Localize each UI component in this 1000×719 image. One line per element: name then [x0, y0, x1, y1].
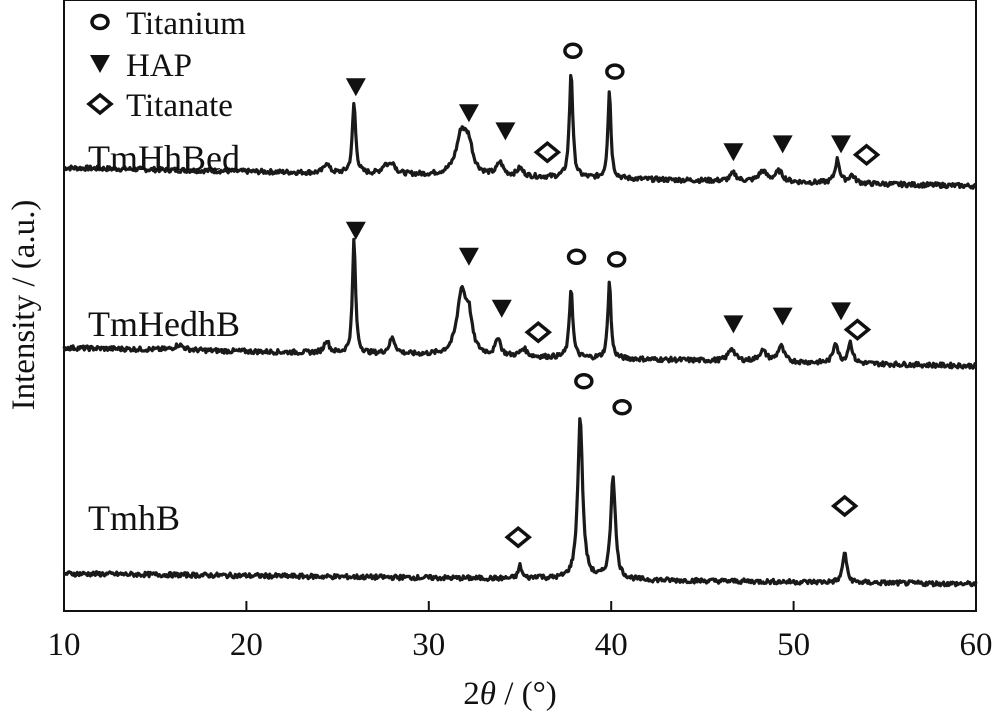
traces — [62, 73, 978, 588]
diamond-marker — [843, 318, 872, 341]
x-tick-label: 20 — [230, 627, 263, 663]
legend-circle-icon — [90, 13, 110, 31]
circle-marker — [563, 42, 583, 60]
legend-diamond-icon — [86, 92, 114, 116]
x-tick-label: 50 — [777, 627, 810, 663]
triangle-marker — [345, 221, 366, 240]
triangle-marker — [345, 78, 366, 97]
triangle-marker — [458, 247, 479, 266]
diamond-marker — [504, 525, 532, 549]
phase-markers — [345, 42, 881, 549]
legend-label: Titanium — [126, 6, 246, 42]
x-tick-label: 30 — [412, 627, 445, 663]
circle-marker — [612, 398, 632, 416]
triangle-marker — [831, 135, 852, 154]
x-tick-label: 10 — [48, 627, 81, 663]
series-label: TmHedhB — [88, 304, 240, 344]
x-axis-title-symbol: θ — [480, 676, 496, 712]
diamond-marker — [533, 140, 562, 164]
diamond-marker — [524, 320, 553, 344]
x-tick-label: 60 — [960, 627, 993, 663]
x-axis-title-prefix: 2 — [463, 676, 480, 712]
circle-marker — [574, 372, 594, 390]
x-tick-label: 40 — [595, 627, 628, 663]
legend: Titanium HAP Titanate — [86, 6, 246, 124]
series-trace-1 — [62, 237, 978, 370]
circle-marker — [566, 248, 587, 266]
diamond-marker — [830, 494, 859, 518]
series-label: TmhB — [88, 498, 180, 538]
axes-frame — [63, 0, 977, 612]
triangle-marker — [831, 302, 852, 321]
series-trace-0 — [63, 73, 977, 190]
triangle-marker — [495, 122, 516, 141]
legend-label: Titanate — [126, 88, 233, 124]
diamond-marker — [852, 143, 881, 167]
x-axis-ticks: 10 20 30 40 50 60 — [48, 601, 993, 663]
circle-marker — [605, 63, 625, 80]
x-axis-title: 2θ / (°) — [463, 676, 557, 712]
legend-label: HAP — [126, 48, 192, 84]
triangle-marker — [723, 315, 744, 334]
series-label: TmHhBed — [88, 138, 240, 178]
triangle-marker — [772, 135, 793, 154]
x-axis-title-suffix: / (°) — [496, 676, 557, 712]
series-trace-2 — [62, 417, 978, 588]
triangle-marker — [458, 104, 479, 123]
y-axis-title: Intensity / (a.u.) — [6, 200, 42, 411]
series-labels: TmHhBed TmHedhB TmhB — [88, 138, 240, 538]
circle-marker — [606, 251, 627, 268]
triangle-marker — [491, 299, 512, 318]
triangle-marker — [723, 143, 744, 162]
triangle-marker — [772, 307, 793, 326]
legend-triangle-icon — [90, 55, 110, 73]
